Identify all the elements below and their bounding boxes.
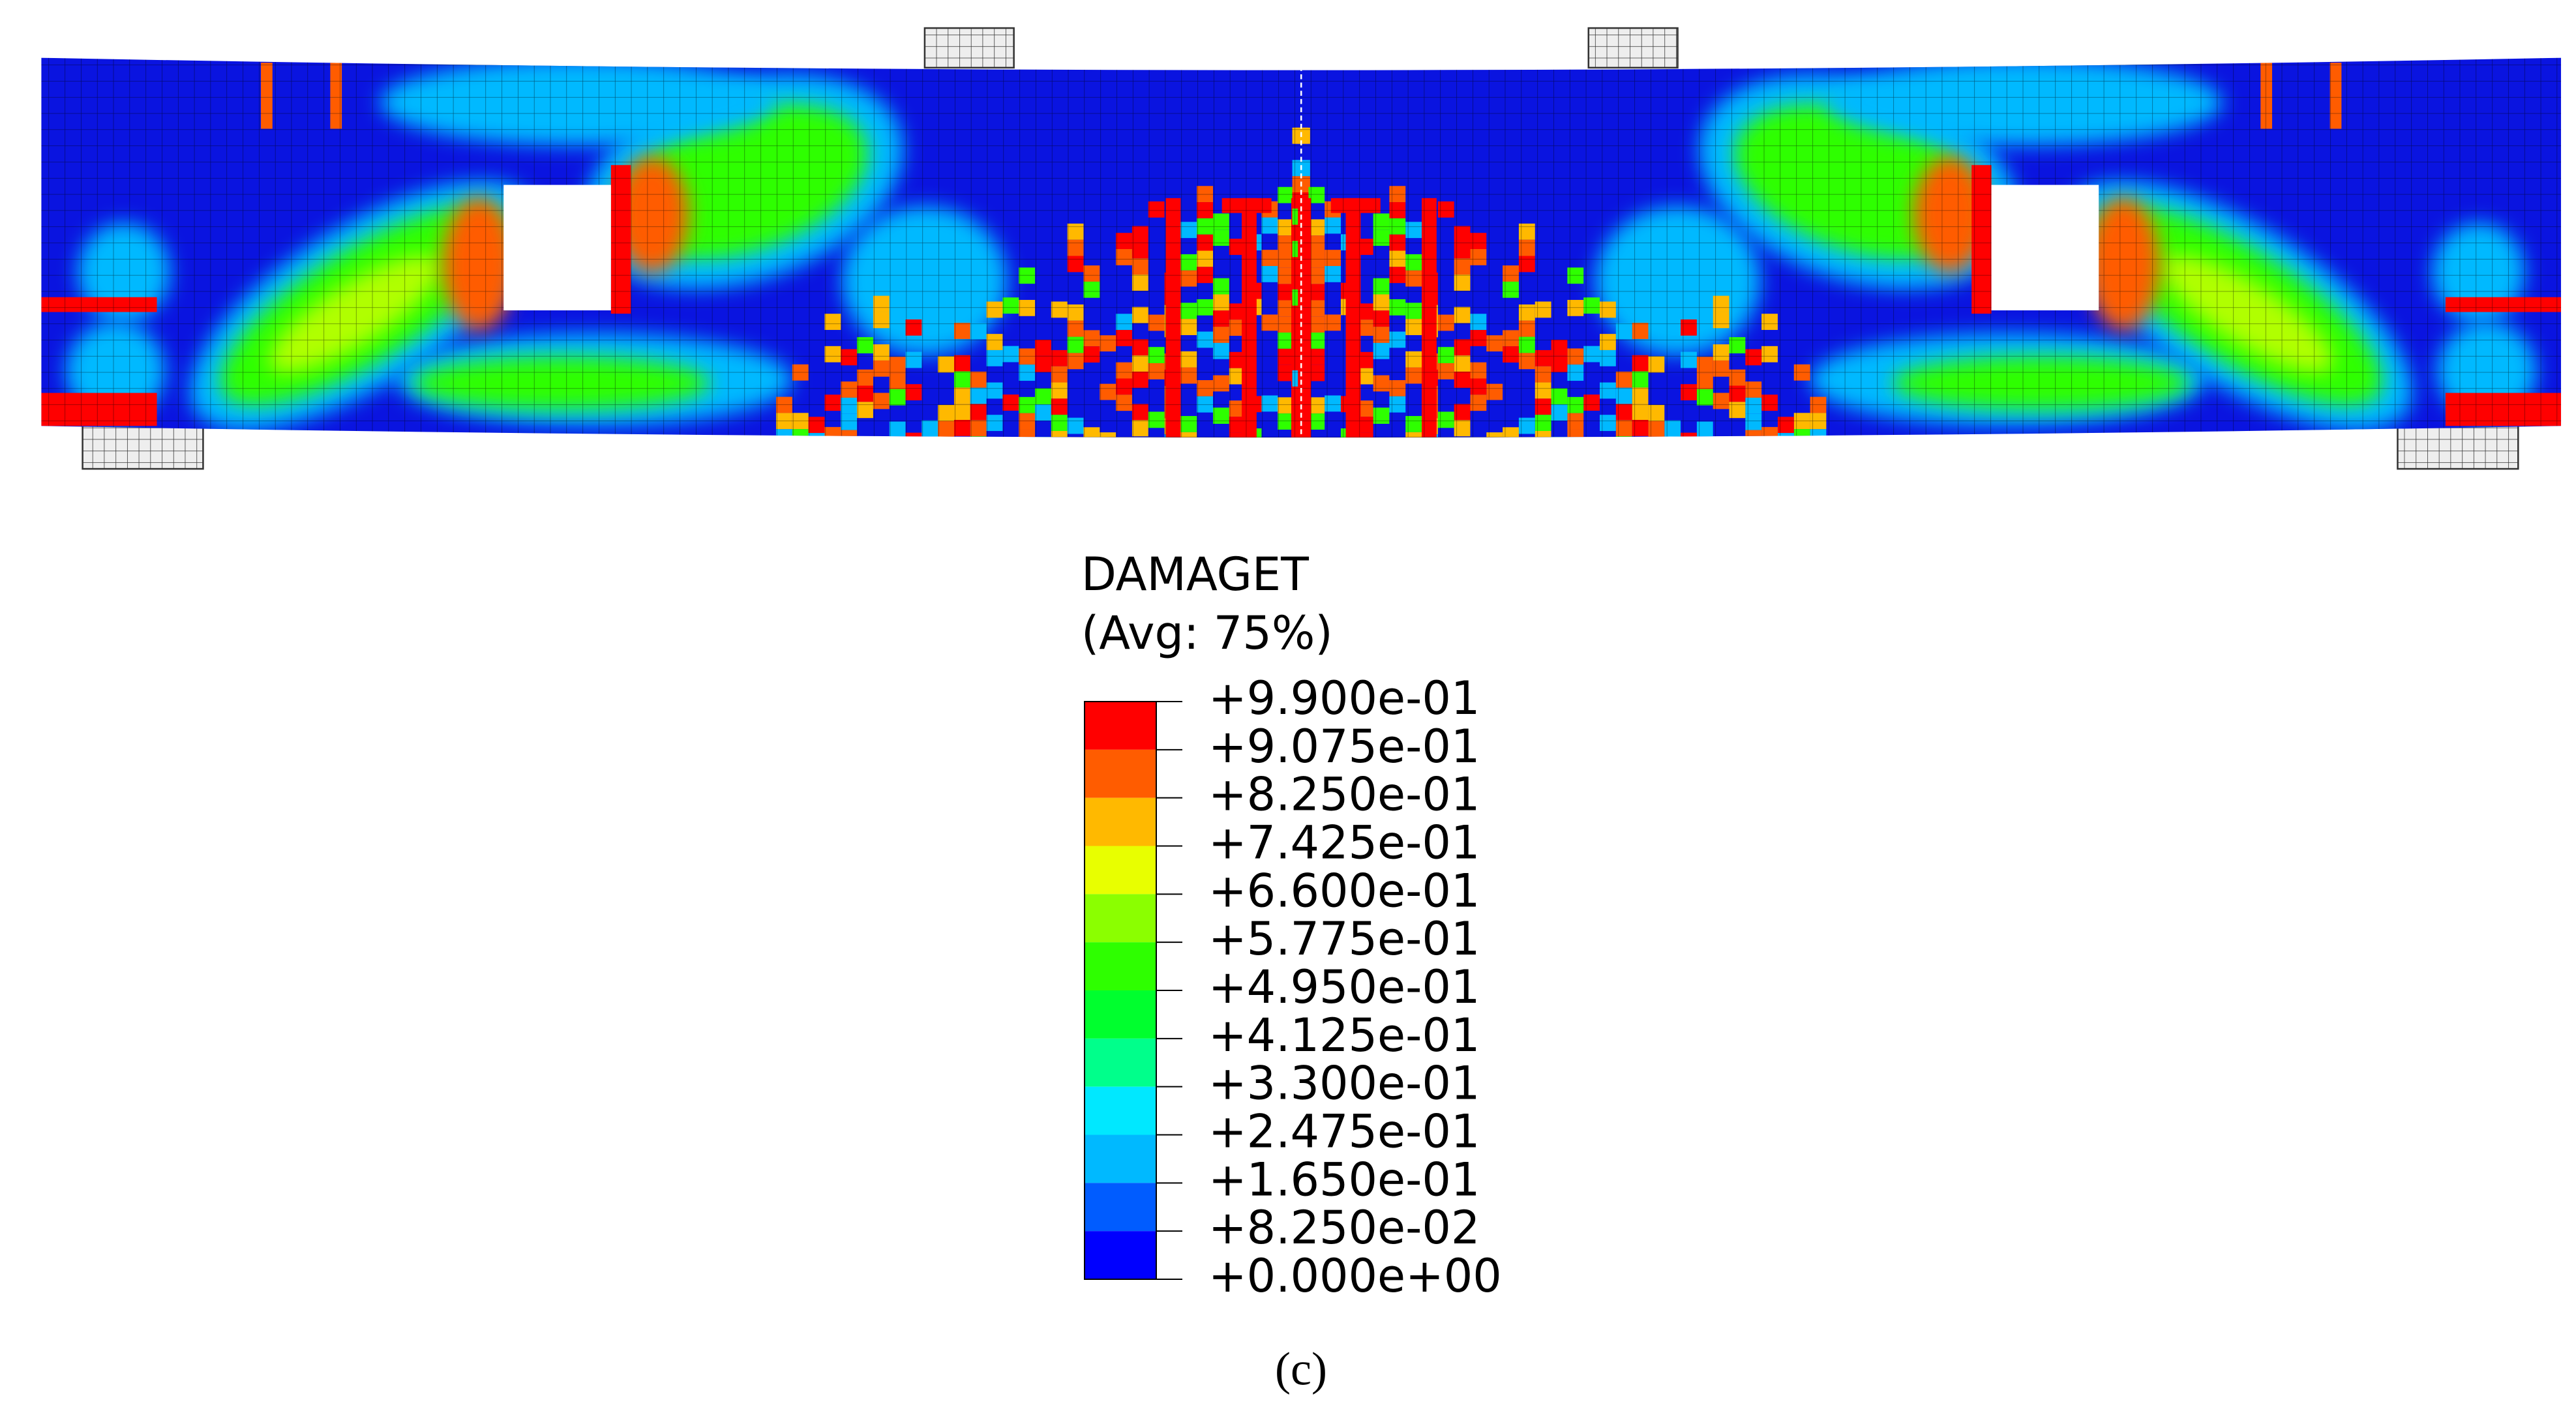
legend-label: +0.000e+00 [1208,1249,1502,1303]
legend-label: +8.250e-02 [1208,1201,1480,1254]
damage-cell [938,437,954,438]
legend-swatch [1085,1086,1156,1135]
damage-cell [890,438,906,454]
load-plate [1587,27,1679,69]
caption: (c) [1275,1343,1327,1395]
legend-label: +2.475e-01 [1208,1105,1480,1159]
legend-label: +6.600e-01 [1208,864,1480,917]
legend-swatch [1085,942,1156,990]
contour-plot [41,27,2562,470]
legend-title: DAMAGET [1081,548,1309,601]
legend-swatch [1085,1135,1156,1183]
legend-swatch [1085,846,1156,895]
legend-label: +4.125e-01 [1208,1009,1480,1062]
legend-swatch [1085,894,1156,943]
legend-label: +9.900e-01 [1208,672,1480,725]
opening [1991,185,2099,311]
legend-label: +8.250e-01 [1208,768,1480,822]
legend-swatch [1085,702,1156,750]
legend-label: +3.300e-01 [1208,1057,1480,1110]
legend-swatch [1085,1183,1156,1232]
mesh [41,57,2562,438]
load-plate [923,27,1015,69]
legend-label: +9.075e-01 [1208,720,1480,773]
legend-label: +5.775e-01 [1208,912,1480,966]
legend: +9.900e-01+9.075e-01+8.250e-01+7.425e-01… [1084,672,1502,1303]
legend-swatch [1085,749,1156,798]
support-plate [2397,424,2519,470]
legend-swatch [1085,1231,1156,1279]
legend-swatch [1085,1038,1156,1087]
damage-cell [1213,440,1229,456]
opening [503,185,611,311]
support-plate [82,424,204,470]
beam [41,57,2562,456]
legend-swatch [1085,797,1156,846]
legend-label: +7.425e-01 [1208,816,1480,870]
damage-cell [921,436,938,438]
legend-subtitle: (Avg: 75%) [1081,606,1333,660]
damage-cell [970,436,987,438]
damage-cell [1035,436,1051,438]
legend-label: +1.650e-01 [1208,1153,1480,1206]
legend-label: +4.950e-01 [1208,960,1480,1014]
legend-swatch [1085,990,1156,1039]
